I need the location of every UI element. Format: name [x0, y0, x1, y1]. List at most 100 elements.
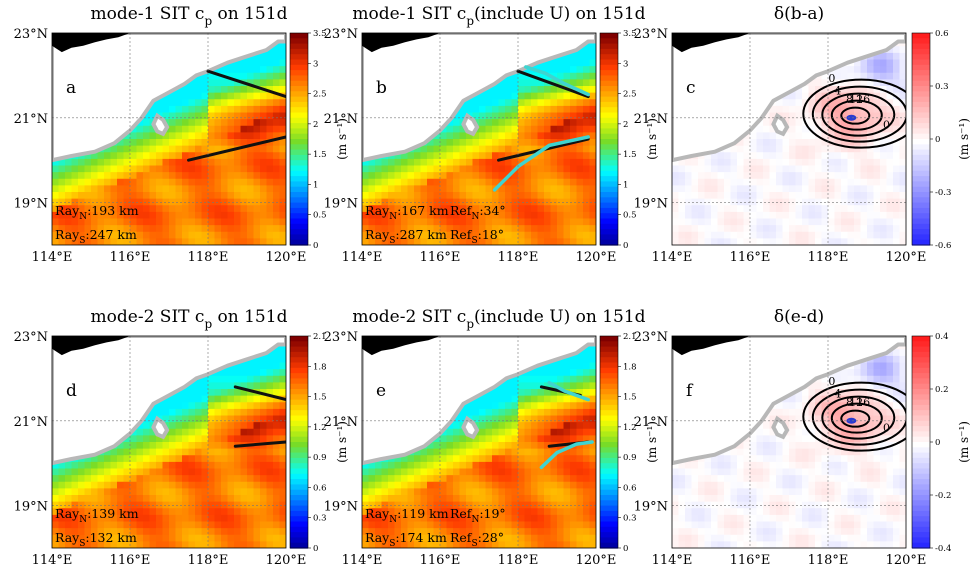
- land-china: [362, 33, 440, 53]
- lon-tick-label: 120°E: [266, 553, 307, 568]
- lon-tick-label: 114°E: [652, 553, 693, 568]
- colorbar-tick: 3: [313, 59, 318, 69]
- colorbar-tick: 1: [623, 180, 628, 190]
- map-body: [362, 33, 596, 245]
- contour-label: 0: [828, 72, 835, 85]
- panel-title: δ(b-a): [774, 4, 824, 24]
- colorbar: 0.6 0.3 0 -0.3 -0.6 (m s⁻¹): [911, 29, 971, 251]
- colorbar: 0.4 0.2 0 -0.2 -0.4 (m s⁻¹): [911, 332, 971, 554]
- lon-tick-label: 118°E: [188, 553, 229, 568]
- panel-title: δ(e-d): [774, 307, 824, 327]
- ray-note: RayN:167 km: [365, 203, 449, 222]
- lon-tick-label: 114°E: [32, 553, 73, 568]
- lat-tick-label: 23°N: [634, 330, 668, 345]
- colorbar-tick: -0.2: [935, 491, 951, 501]
- contour-line: [821, 395, 896, 440]
- colorbar-label: (m s⁻¹): [335, 118, 349, 160]
- contour-line: [811, 388, 906, 446]
- land-china: [672, 336, 750, 356]
- panel-title: mode-1 SIT cp on 151d: [91, 4, 288, 28]
- contour-label: 0: [883, 421, 890, 434]
- ray-note: RayS:174 km: [365, 530, 447, 549]
- coast-mask: [672, 336, 906, 466]
- lon-tick-label: 118°E: [188, 250, 229, 265]
- lon-tick-label: 116°E: [420, 553, 461, 568]
- title-tail: on 151d: [212, 4, 287, 24]
- lat-tick-label: 21°N: [14, 112, 48, 127]
- island-dongsha: [771, 112, 790, 137]
- colorbar: 2.1 1.8 1.5 1.2 0.9 0.6 0.3 0 (m s⁻¹): [289, 332, 349, 554]
- panel-letter: c: [686, 78, 696, 98]
- land-china: [52, 336, 130, 356]
- contour-label: 8: [846, 396, 853, 409]
- lat-tick-label: 23°N: [324, 27, 358, 42]
- panel-title: mode-1 SIT cp(include U) on 151d: [352, 4, 645, 28]
- lon-tick-label: 116°E: [420, 250, 461, 265]
- map-frame: [361, 335, 597, 549]
- coast-mask: [362, 336, 596, 466]
- map-frame: [361, 32, 597, 246]
- colorbar-tick: 0.2: [935, 385, 949, 395]
- map-frame: [51, 32, 287, 246]
- ray-line: [516, 69, 590, 99]
- contour-line: [840, 106, 871, 125]
- lat-tick-label: 19°N: [634, 197, 668, 212]
- colorbar: 3.5 3 2.5 2 1.5 1 0.5 0 (m s⁻¹): [599, 29, 659, 251]
- lat-tick-label: 19°N: [634, 500, 668, 515]
- colorbar-tick: 2.5: [313, 90, 327, 100]
- map-frame: [671, 335, 907, 549]
- lon-tick-label: 120°E: [266, 250, 307, 265]
- colorbar-tick: 3: [623, 59, 628, 69]
- colorbar-tick: 0.9: [313, 453, 327, 463]
- colorbar-tick: 1.8: [623, 362, 637, 372]
- contour-line: [830, 99, 883, 131]
- ray-note: RayS:247 km: [55, 227, 137, 246]
- title-tail: (include U) on 151d: [474, 307, 646, 327]
- contour-label: 8: [846, 93, 853, 106]
- title-tail: (include U) on 151d: [474, 4, 646, 24]
- colorbar-tick: 3.5: [313, 29, 327, 39]
- lon-tick-label: 116°E: [730, 250, 771, 265]
- title-tail: on 151d: [212, 307, 287, 327]
- contour-line: [821, 92, 896, 137]
- contour-label: 12: [849, 396, 863, 409]
- lon-tick-label: 116°E: [110, 250, 151, 265]
- lat-tick-label: 21°N: [14, 415, 48, 430]
- colorbar-label: (m s⁻¹): [957, 421, 971, 463]
- contour-core: [846, 417, 857, 424]
- contour-line: [802, 381, 906, 452]
- colorbar-tick: 0: [313, 241, 318, 251]
- colorbar-tick: 1.8: [313, 362, 327, 372]
- coast-mask: [362, 33, 596, 163]
- lat-tick-label: 23°N: [324, 330, 358, 345]
- ref-note: RefS:28°: [450, 530, 504, 549]
- panel-d: 114°E 116°E 118°E 120°E 19°N 21°N 23°N mode-2 S…: [14, 307, 349, 568]
- lat-tick-label: 19°N: [14, 500, 48, 515]
- lat-tick-label: 19°N: [14, 197, 48, 212]
- title-main: mode-2 SIT c: [91, 307, 205, 327]
- colorbar-tick: 0.6: [313, 483, 327, 493]
- title-sub: p: [204, 317, 212, 331]
- contour-line: [830, 402, 883, 434]
- colorbar-tick: 2.1: [313, 332, 327, 342]
- refraction-curve: [539, 440, 594, 470]
- island-dongsha: [461, 112, 480, 137]
- map-frame: [671, 32, 907, 246]
- ray-note: RayS:287 km: [365, 227, 447, 246]
- panel-title: mode-2 SIT cp(include U) on 151d: [352, 307, 645, 331]
- contour-line: [811, 85, 906, 143]
- colorbar-tick: 0: [623, 241, 628, 251]
- title-sub: p: [204, 14, 212, 28]
- island-dongsha: [151, 415, 170, 440]
- colorbar-tick: 2.5: [623, 90, 637, 100]
- panel-letter: a: [66, 78, 76, 98]
- contour-label: 0: [883, 118, 890, 131]
- ray-note: RayN:139 km: [55, 506, 139, 525]
- coast-mask: [52, 33, 286, 163]
- panel-a: 114°E 116°E 118°E 120°E 19°N 21°N 23°N mode-1 S…: [14, 4, 349, 265]
- panel-letter: f: [686, 381, 694, 401]
- colorbar-tick: 0.3: [313, 514, 327, 524]
